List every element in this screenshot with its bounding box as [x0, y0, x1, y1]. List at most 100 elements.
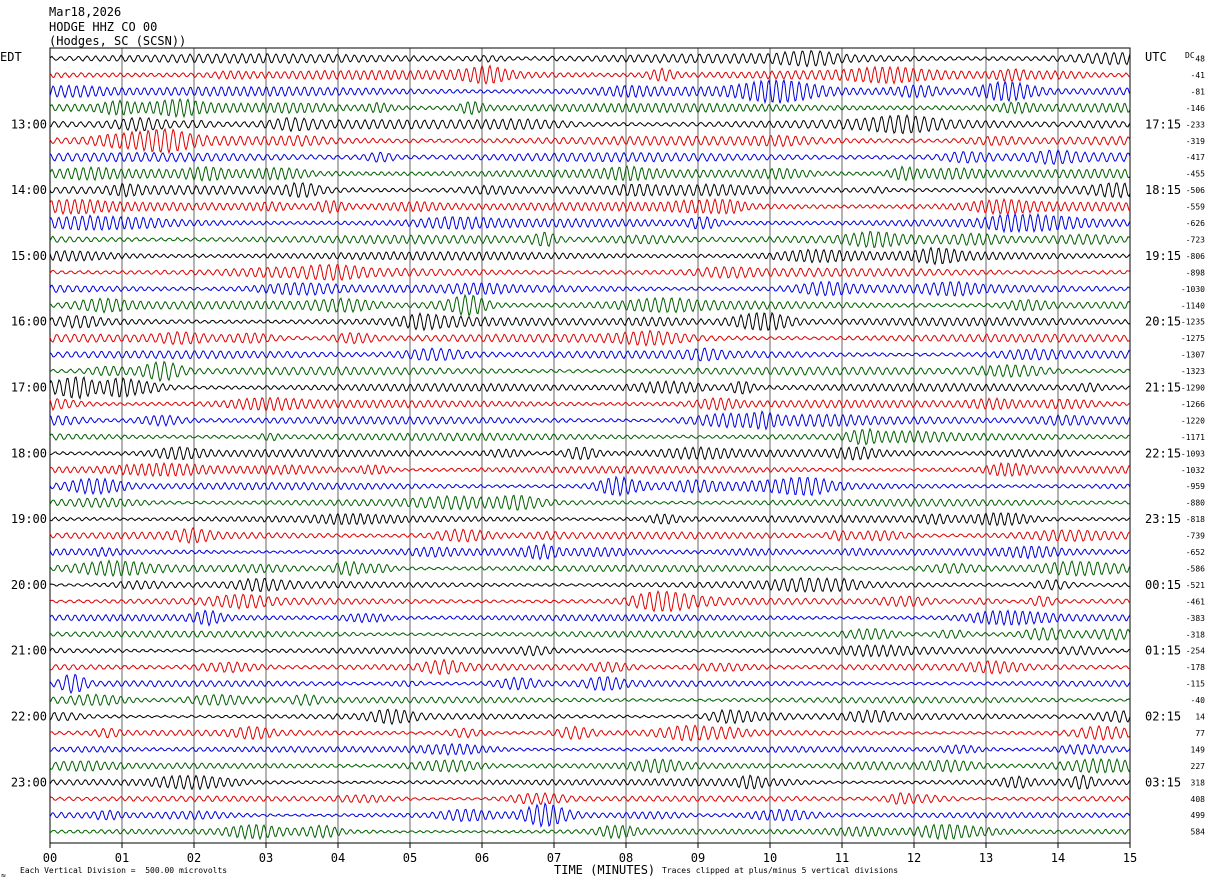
x-tick-label: 11 — [835, 851, 849, 865]
seismogram-trace — [49, 673, 1131, 695]
seismogram-trace — [49, 78, 1131, 105]
seismogram-trace — [49, 774, 1131, 791]
dc-offset-label: -115 — [1186, 680, 1205, 689]
seismogram-trace — [49, 559, 1131, 578]
seismogram-trace — [49, 708, 1131, 726]
x-tick-label: 14 — [1051, 851, 1065, 865]
x-tick-label: 08 — [619, 851, 633, 865]
seismogram-trace — [49, 280, 1131, 297]
right-hour-label: 23:15 — [1145, 512, 1181, 526]
dc-offset-label: 584 — [1191, 828, 1206, 837]
dc-offset-label: -739 — [1186, 532, 1205, 541]
dc-offset-label: -1307 — [1181, 351, 1205, 360]
right-hour-label: 22:15 — [1145, 446, 1181, 460]
left-hour-label: 22:00 — [11, 710, 47, 724]
clip-note: Traces clipped at plus/minus 5 vertical … — [662, 866, 899, 875]
dc-offset-label: -1290 — [1181, 384, 1205, 393]
dc-offset-label: -319 — [1186, 137, 1205, 146]
seismogram-trace — [49, 165, 1131, 182]
dc-offset-label: -1093 — [1181, 449, 1205, 458]
dc-offset-label: -81 — [1191, 87, 1206, 96]
left-hour-label: 13:00 — [11, 117, 47, 131]
seismogram-trace — [49, 49, 1131, 68]
logo-icon: ≈ — [1, 871, 6, 880]
seismogram-trace — [49, 802, 1131, 828]
dc-offset-label: -455 — [1186, 170, 1205, 179]
dc-offset-label: 149 — [1191, 745, 1206, 754]
left-hour-label: 19:00 — [11, 512, 47, 526]
dc-offset-label: -233 — [1186, 120, 1205, 129]
seismogram-trace — [49, 97, 1131, 119]
dc-offset-label: 48 — [1195, 55, 1205, 64]
seismogram-trace — [49, 427, 1131, 446]
plot-date: Mar18,2026 — [49, 5, 122, 19]
dc-offset-label: -1220 — [1181, 416, 1205, 425]
right-hour-label: 03:15 — [1145, 775, 1181, 789]
dc-offset-label: -461 — [1186, 597, 1205, 606]
dc-offset-label: 499 — [1191, 811, 1206, 820]
seismogram-trace — [49, 626, 1131, 641]
left-hour-label: 15:00 — [11, 249, 47, 263]
dc-offset-label: -318 — [1186, 630, 1205, 639]
seismogram-trace — [49, 212, 1131, 234]
x-tick-label: 06 — [475, 851, 489, 865]
seismogram-trace — [49, 823, 1131, 841]
left-timezone-label: EDT — [0, 50, 22, 64]
left-hour-label: 23:00 — [11, 775, 47, 789]
seismogram-trace — [49, 230, 1131, 249]
dc-offset-label: -506 — [1186, 186, 1205, 195]
seismogram-trace — [49, 475, 1131, 497]
seismogram-trace — [49, 127, 1131, 155]
x-tick-label: 04 — [331, 851, 345, 865]
dc-offset-label: -652 — [1186, 548, 1205, 557]
seismogram-trace — [49, 375, 1131, 400]
seismogram-trace — [49, 114, 1131, 135]
right-hour-label: 00:15 — [1145, 578, 1181, 592]
x-tick-label: 05 — [403, 851, 417, 865]
seismogram-trace — [49, 197, 1131, 216]
seismogram-trace — [49, 293, 1131, 317]
seismogram-trace — [49, 461, 1131, 478]
dc-offset-label: 318 — [1191, 778, 1206, 787]
right-hour-label: 18:15 — [1145, 183, 1181, 197]
seismogram-trace — [49, 494, 1131, 511]
seismogram-trace — [49, 542, 1131, 561]
x-axis-title: TIME (MINUTES) — [554, 863, 656, 877]
dc-offset-label: -254 — [1186, 647, 1205, 656]
seismogram-trace — [49, 577, 1131, 593]
seismogram-trace — [49, 64, 1131, 85]
dc-offset-label: -521 — [1186, 581, 1205, 590]
dc-offset-label: -383 — [1186, 614, 1205, 623]
seismogram-trace — [49, 360, 1131, 383]
x-tick-label: 15 — [1123, 851, 1137, 865]
right-hour-label: 02:15 — [1145, 710, 1181, 724]
dc-offset-label: -1235 — [1181, 318, 1205, 327]
seismogram-trace — [49, 658, 1131, 676]
station-code: HODGE HHZ CO 00 — [49, 20, 158, 34]
seismogram-trace — [49, 246, 1131, 266]
seismogram-trace — [49, 329, 1131, 347]
seismogram-trace — [49, 181, 1131, 199]
x-tick-label: 03 — [259, 851, 273, 865]
seismogram-trace — [49, 590, 1131, 613]
seismogram-trace — [49, 512, 1131, 527]
seismogram-trace — [49, 526, 1131, 544]
dc-offset-label: -806 — [1186, 252, 1205, 261]
left-hour-label: 16:00 — [11, 315, 47, 329]
x-tick-label: 00 — [43, 851, 57, 865]
seismogram-trace — [49, 347, 1131, 362]
dc-offset-label: 227 — [1191, 762, 1206, 771]
seismogram-trace — [49, 791, 1131, 806]
scale-note: Each Vertical Division = 500.00 microvol… — [20, 866, 228, 875]
dc-offset-label: -586 — [1186, 564, 1205, 573]
right-hour-label: 19:15 — [1145, 249, 1181, 263]
x-tick-label: 01 — [115, 851, 129, 865]
dc-offset-label: -818 — [1186, 515, 1205, 524]
x-tick-label: 02 — [187, 851, 201, 865]
dc-offset-label: -1171 — [1181, 433, 1205, 442]
dc-offset-label: -723 — [1186, 235, 1205, 244]
dc-offset-label: -417 — [1186, 153, 1205, 162]
x-tick-label: 10 — [763, 851, 777, 865]
